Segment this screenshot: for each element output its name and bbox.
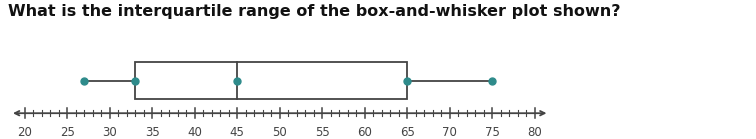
Text: 55: 55 [314, 126, 330, 139]
Text: 75: 75 [485, 126, 500, 139]
Bar [135, 62, 407, 99]
Text: 65: 65 [400, 126, 415, 139]
Text: 45: 45 [230, 126, 245, 139]
Text: What is the interquartile range of the box-and-whisker plot shown?: What is the interquartile range of the b… [8, 4, 620, 19]
Text: 25: 25 [60, 126, 75, 139]
Text: 35: 35 [144, 126, 160, 139]
Text: 80: 80 [528, 126, 542, 139]
Text: 50: 50 [272, 126, 287, 139]
Text: 20: 20 [17, 126, 32, 139]
Text: 30: 30 [102, 126, 117, 139]
Text: 40: 40 [187, 126, 202, 139]
Text: 60: 60 [358, 126, 372, 139]
Text: 70: 70 [442, 126, 457, 139]
